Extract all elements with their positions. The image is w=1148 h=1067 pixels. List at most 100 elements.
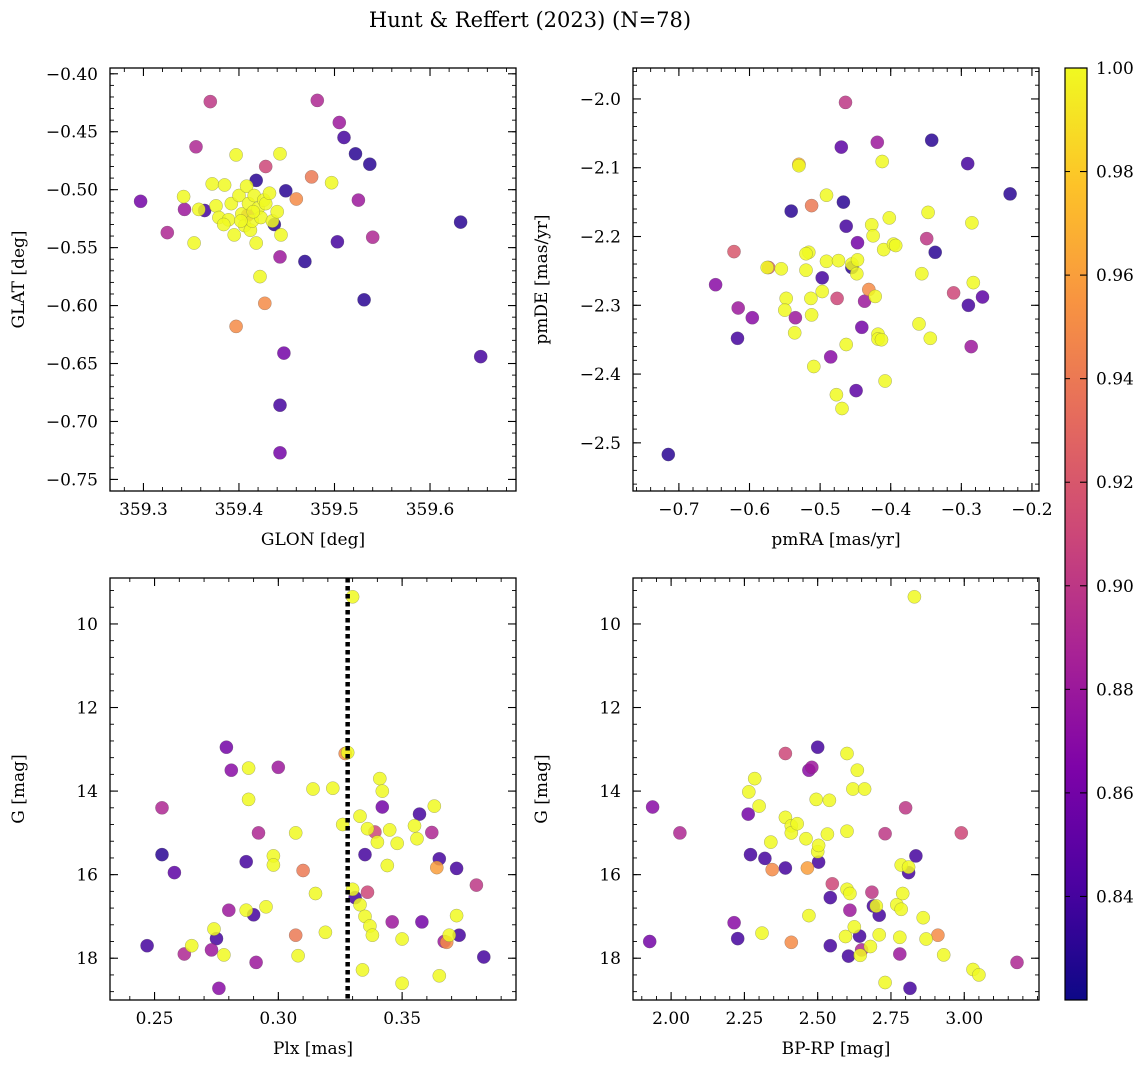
data-point xyxy=(221,903,236,918)
data-point xyxy=(774,261,789,276)
data-point xyxy=(189,139,203,154)
y-tick-label: −0.60 xyxy=(46,297,98,317)
data-point xyxy=(823,938,838,953)
y-tick-label: 12 xyxy=(599,699,621,719)
y-axis-label: G [mag] xyxy=(9,754,29,823)
data-point xyxy=(289,192,304,206)
data-point xyxy=(888,238,903,253)
data-point xyxy=(792,158,806,173)
data-point xyxy=(820,827,835,841)
data-point xyxy=(205,177,219,191)
data-point xyxy=(799,246,813,261)
data-point xyxy=(903,981,917,996)
ticks xyxy=(633,578,1039,1000)
x-tick-label: −0.3 xyxy=(941,500,982,520)
data-point xyxy=(747,771,762,786)
data-point xyxy=(241,761,256,775)
data-point xyxy=(337,130,351,145)
data-point xyxy=(140,938,154,953)
data-point xyxy=(923,331,938,346)
axes-frame xyxy=(632,67,1040,492)
data-point xyxy=(407,819,422,833)
data-point xyxy=(840,746,854,761)
data-point xyxy=(835,401,849,416)
data-point xyxy=(360,821,375,836)
data-point xyxy=(253,269,267,284)
data-point xyxy=(246,204,261,219)
data-point xyxy=(743,847,758,862)
data-point xyxy=(778,746,793,761)
data-point xyxy=(259,900,273,914)
data-point xyxy=(765,862,780,877)
data-point xyxy=(895,886,910,901)
data-point xyxy=(874,332,889,347)
colorbar-tick-label: 0.94 xyxy=(1096,370,1134,390)
data-point xyxy=(273,445,287,460)
data-point xyxy=(645,800,660,814)
scatter-panel: 2.00 2.25 2.50 2.75 3.00 10 12 14 16 18 BP-RP [mag… xyxy=(532,577,1040,1059)
x-axis-label: BP-RP [mag] xyxy=(782,1039,891,1059)
data-point xyxy=(755,926,769,940)
data-point xyxy=(273,398,287,413)
data-point xyxy=(271,760,286,775)
data-point xyxy=(251,826,266,840)
data-point xyxy=(805,760,819,775)
data-point xyxy=(212,981,226,996)
data-point xyxy=(916,910,931,925)
data-point xyxy=(219,740,234,755)
data-point xyxy=(760,260,775,275)
x-tick-label: 2.50 xyxy=(799,1009,837,1029)
x-tick-label: −0.6 xyxy=(729,500,770,520)
data-point xyxy=(850,266,864,281)
data-point xyxy=(810,740,825,755)
x-axis-label: Plx [mas] xyxy=(273,1039,353,1059)
data-point xyxy=(954,826,969,840)
data-point xyxy=(291,948,305,963)
data-point xyxy=(975,290,990,304)
colorbar-tick-label: 0.98 xyxy=(1096,163,1134,183)
x-tick-label: 0.35 xyxy=(383,1009,421,1029)
data-point xyxy=(133,194,148,209)
data-point xyxy=(360,885,375,900)
x-tick-label: 0.30 xyxy=(259,1009,297,1029)
colorbar-tick-label: 0.84 xyxy=(1096,887,1134,907)
data-point xyxy=(802,908,816,923)
data-point xyxy=(365,230,380,244)
data-point xyxy=(449,861,464,876)
data-point xyxy=(965,215,979,230)
data-point xyxy=(476,950,491,964)
data-point xyxy=(823,350,838,364)
data-point xyxy=(779,291,794,306)
ticks xyxy=(633,68,1039,491)
y-axis-label: pmDE [mas/yr] xyxy=(532,214,552,344)
y-tick-label: −0.75 xyxy=(46,470,98,490)
data-point xyxy=(673,826,687,840)
data-point xyxy=(838,95,853,110)
x-tick-label: −0.7 xyxy=(658,500,699,520)
data-point xyxy=(870,135,885,150)
data-point xyxy=(273,250,287,264)
data-point xyxy=(229,319,243,334)
data-point xyxy=(239,903,253,918)
data-point xyxy=(966,275,981,290)
y-tick-label: −2.4 xyxy=(580,365,621,385)
data-point xyxy=(642,934,657,949)
data-point xyxy=(209,199,223,213)
data-point xyxy=(257,296,272,311)
x-tick-label: 359.4 xyxy=(215,500,264,520)
data-point xyxy=(288,928,303,943)
data-point xyxy=(234,214,248,228)
y-tick-label: −2.2 xyxy=(580,228,621,248)
data-point xyxy=(831,253,846,268)
x-tick-label: −0.4 xyxy=(870,500,911,520)
data-point xyxy=(355,963,370,977)
data-point xyxy=(804,291,818,306)
x-tick-label: 359.5 xyxy=(310,500,359,520)
data-point xyxy=(353,809,367,824)
data-point xyxy=(239,854,253,869)
data-point xyxy=(843,903,857,918)
colorbar-gradient xyxy=(1064,67,1088,1001)
data-point xyxy=(270,204,285,219)
data-point xyxy=(787,325,802,340)
data-point xyxy=(258,159,273,174)
